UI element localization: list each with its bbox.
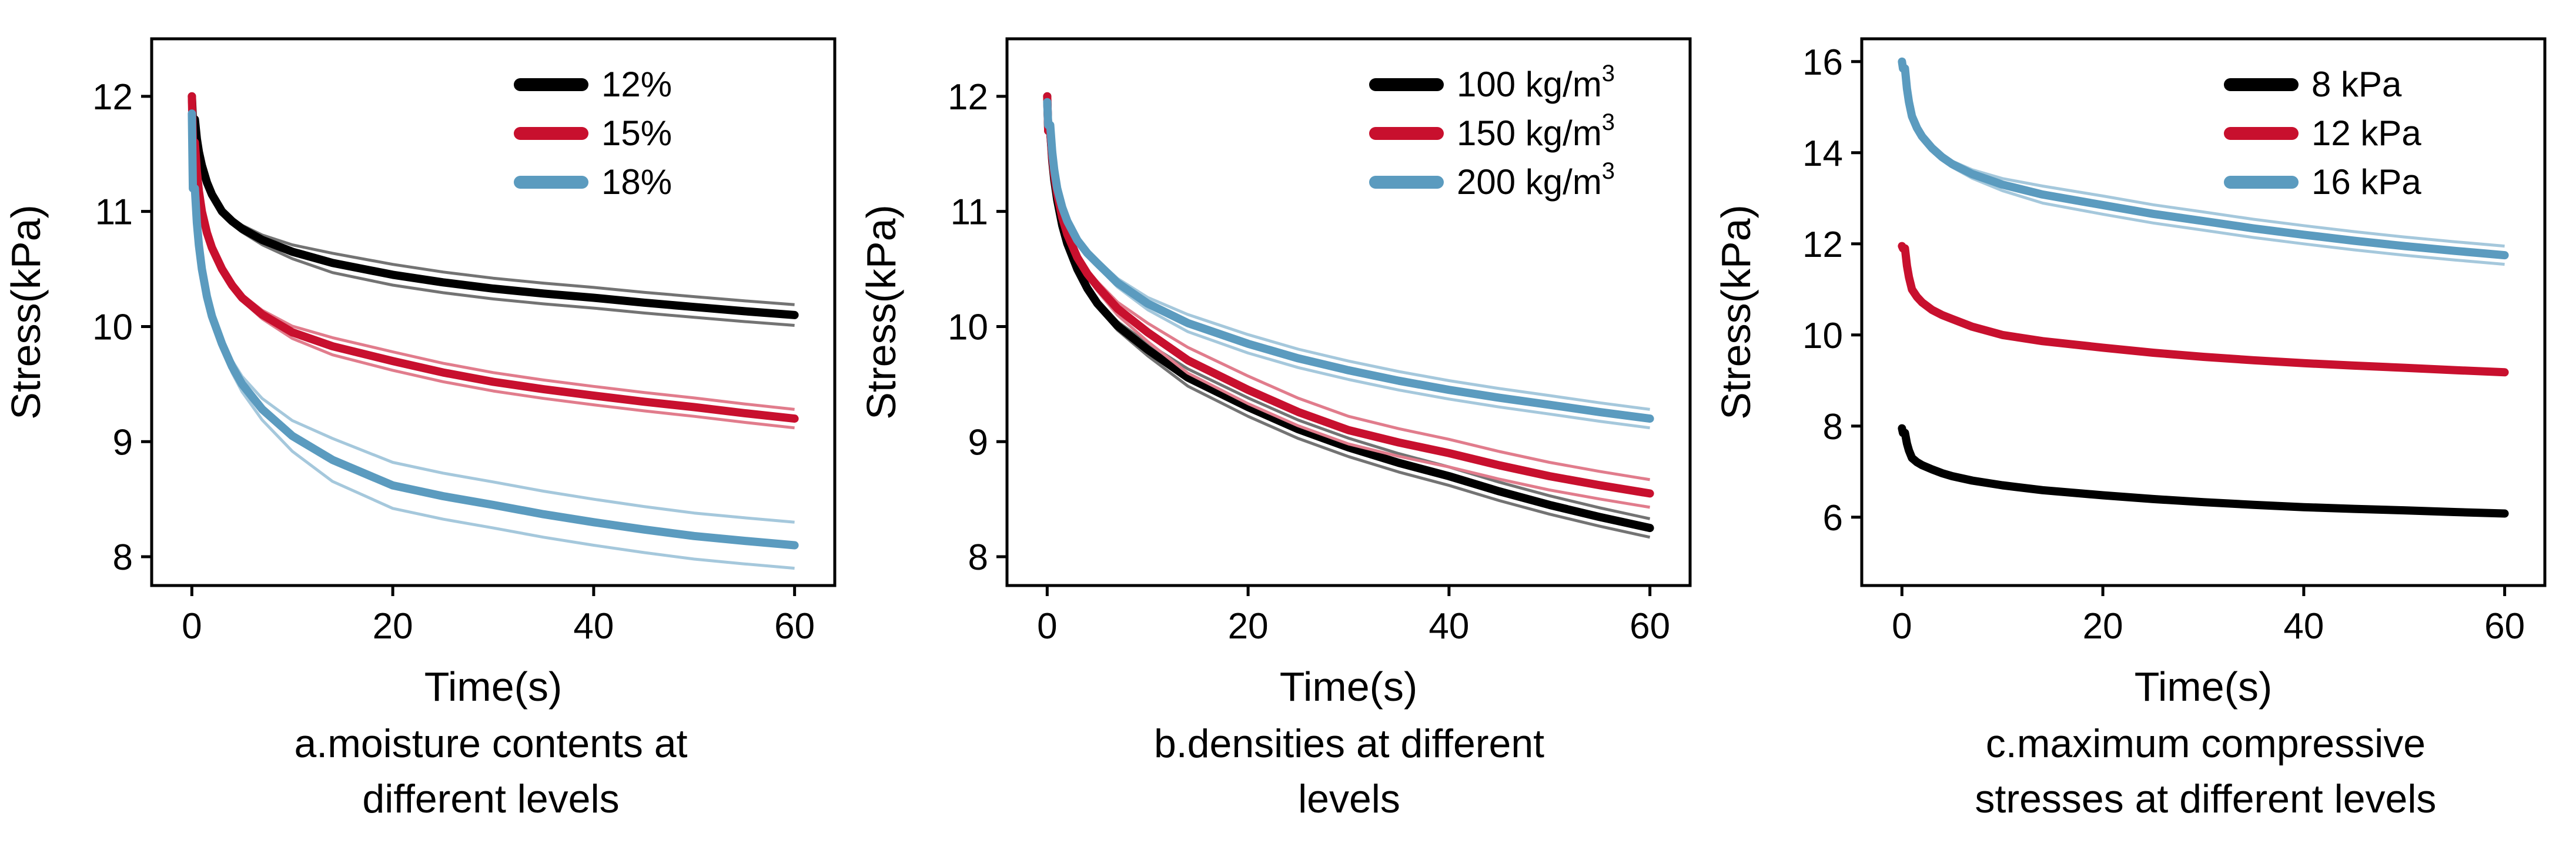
series-lines-a <box>188 92 799 570</box>
legend-label-c-2: 16 kPa <box>2311 162 2421 202</box>
series-a-2-line <box>188 109 799 550</box>
series-a-2-replicate-1 <box>190 113 795 570</box>
y-tick-label-c-4: 14 <box>1802 133 1843 174</box>
legend-c: 8 kPa 12 kPa 16 kPa <box>2224 65 2421 202</box>
legend-a: 12% 15% 18% <box>514 65 672 202</box>
series-c-2-line <box>1898 57 2509 260</box>
chart-panel-b: 0 20 40 60 8 9 10 11 12 Time(s) Stress(kPa) 100 kg/… <box>858 37 1692 710</box>
legend-label-b-2: 200 kg/m3 <box>1457 158 1615 202</box>
caption-a-line-2: different levels <box>362 777 620 821</box>
legend-label-a-0: 12% <box>601 65 672 104</box>
y-tick-label-b-1: 9 <box>968 422 988 463</box>
caption-c-line-2: stresses at different levels <box>1975 777 2437 821</box>
caption-b-line-1: b.densities at different <box>1153 721 1545 766</box>
series-b-1-replicate-2 <box>1045 96 1651 481</box>
series-a-1-line <box>188 92 799 423</box>
caption-c: c.maximum compressive stresses at differ… <box>1824 716 2576 827</box>
legend-label-b-0: 100 kg/m3 <box>1457 61 1615 104</box>
x-tick-label-a-0: 0 <box>182 606 202 647</box>
y-axis-label-b: Stress(kPa) <box>858 205 904 420</box>
y-tick-label-b-4: 12 <box>948 77 988 118</box>
series-a-0-replicate-2 <box>190 96 795 306</box>
caption-a: a.moisture contents at different levels <box>109 716 873 827</box>
legend-label-c-1: 12 kPa <box>2311 113 2421 153</box>
chart-panel-a: 0 20 40 6089101112Time(s)Stress(kPa)12%15%1… <box>3 37 837 710</box>
x-tick-label-c-0: 0 <box>1892 606 1912 647</box>
y-axis-label-a: Stress(kPa) <box>3 205 49 420</box>
x-tick-label-a-2: 40 <box>573 606 614 647</box>
x-axis-label-a: Time(s) <box>424 664 563 710</box>
y-tick-label-b-3: 11 <box>951 192 988 233</box>
y-tick-label-a-2: 10 <box>92 307 133 347</box>
legend-label-a-2: 18% <box>601 162 672 202</box>
x-axis-label-b: Time(s) <box>1280 664 1418 710</box>
plot-frame-c <box>1860 37 2547 587</box>
y-tick-label-a-1: 9 <box>113 422 133 463</box>
x-tick-label-a-1: 20 <box>373 606 413 647</box>
y-tick-label-c-2: 10 <box>1802 316 1843 356</box>
legend-label-b-1: 150 kg/m3 <box>1457 109 1615 153</box>
y-axis-label-c: Stress(kPa) <box>1713 205 1759 420</box>
series-b-2-line <box>1043 98 1654 423</box>
series-lines-c <box>1898 57 2509 518</box>
y-tick-label-b-2: 10 <box>948 307 988 347</box>
series-c-1-replicate-2 <box>1901 245 2505 372</box>
legend-b: 100 kg/m3 150 kg/m3 200 kg/m3 <box>1369 61 1615 202</box>
x-tick-label-b-3: 60 <box>1630 606 1670 647</box>
caption-c-line-1: c.maximum compressive <box>1985 721 2426 766</box>
x-tick-label-c-3: 60 <box>2484 606 2525 647</box>
chart-panel-c: 0 20 40 60 6 8 10 12 14 16 Time(s) Stress(kPa) 8 kPa… <box>1713 37 2547 710</box>
plot-frame-b <box>1005 37 1692 587</box>
x-tick-label-b-1: 20 <box>1228 606 1269 647</box>
y-tick-label-c-5: 16 <box>1802 42 1843 83</box>
y-tick-label-c-3: 12 <box>1802 225 1843 265</box>
y-tick-label-a-3: 11 <box>95 192 133 233</box>
legend-label-sup-b-0: 3 <box>1602 61 1615 86</box>
series-lines-b <box>1043 92 1654 539</box>
x-tick-label-c-2: 40 <box>2283 606 2324 647</box>
x-tick-label-b-2: 40 <box>1428 606 1469 647</box>
x-tick-label-a-3: 60 <box>774 606 815 647</box>
y-tick-label-c-1: 8 <box>1823 407 1843 447</box>
y-tick-label-c-0: 6 <box>1823 498 1843 538</box>
series-a-0-line <box>188 92 799 319</box>
legend-label-c-0: 8 kPa <box>2311 65 2402 104</box>
x-tick-label-c-1: 20 <box>2083 606 2123 647</box>
x-axis-label-c: Time(s) <box>2135 664 2273 710</box>
plot-frame-a <box>150 37 837 587</box>
y-tick-label-a-0: 8 <box>113 537 133 578</box>
y-tick-label-a-4: 12 <box>92 77 133 118</box>
legend-label-sup-b-2: 3 <box>1602 158 1615 184</box>
legend-label-a-1: 15% <box>601 113 672 153</box>
series-c-0-line <box>1898 424 2509 518</box>
y-tick-label-b-0: 8 <box>968 537 988 578</box>
caption-b: b.densities at different levels <box>967 716 1731 827</box>
series-c-1-line <box>1898 242 2509 377</box>
x-tick-label-b-0: 0 <box>1037 606 1057 647</box>
caption-b-line-2: levels <box>1298 777 1400 821</box>
caption-a-line-1: a.moisture contents at <box>294 721 688 766</box>
legend-label-sup-b-1: 3 <box>1602 109 1615 135</box>
